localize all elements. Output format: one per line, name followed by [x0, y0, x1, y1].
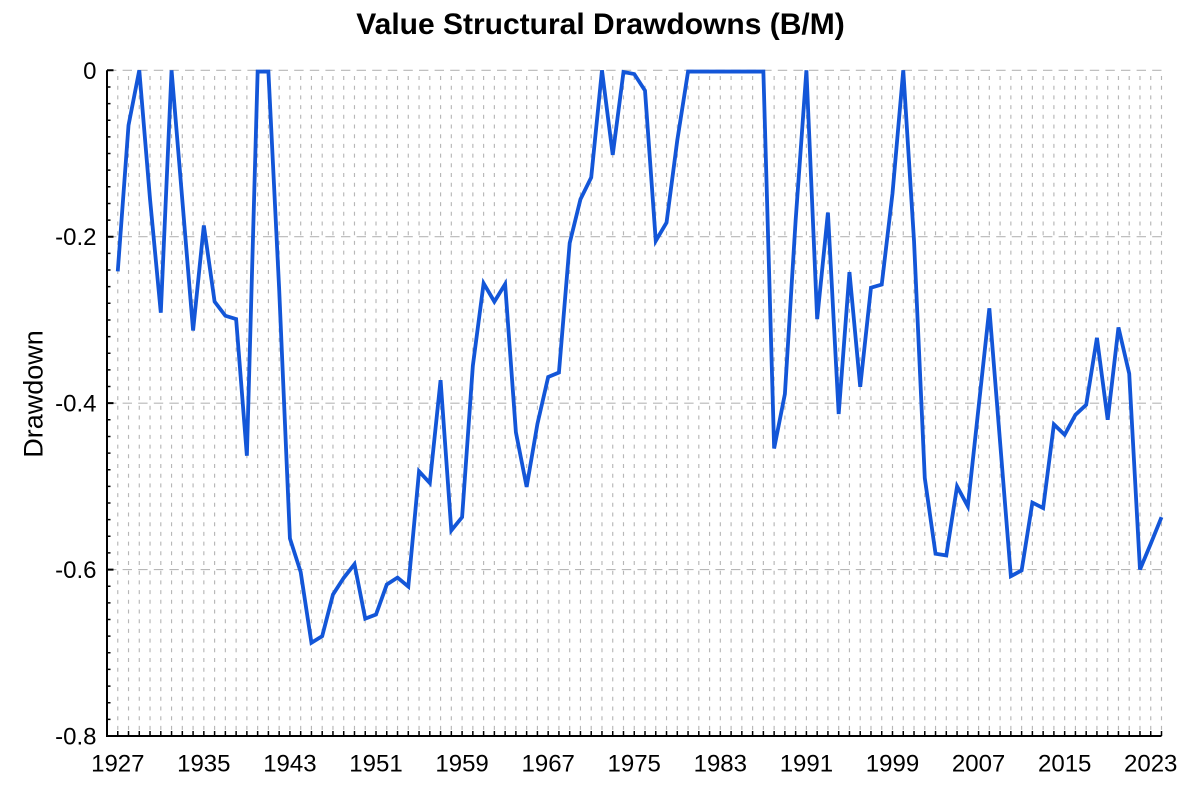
svg-text:Drawdown: Drawdown: [19, 330, 49, 458]
svg-text:1983: 1983: [694, 751, 747, 778]
svg-text:-0.2: -0.2: [55, 224, 96, 251]
svg-text:-0.4: -0.4: [55, 391, 96, 418]
svg-text:1959: 1959: [435, 751, 488, 778]
svg-text:1991: 1991: [780, 751, 833, 778]
svg-text:1975: 1975: [608, 751, 661, 778]
svg-text:Value Structural Drawdowns (B/: Value Structural Drawdowns (B/M): [356, 8, 844, 41]
svg-text:1927: 1927: [91, 751, 144, 778]
svg-text:1951: 1951: [349, 751, 402, 778]
svg-text:1943: 1943: [263, 751, 316, 778]
svg-text:2015: 2015: [1038, 751, 1091, 778]
svg-text:0: 0: [83, 58, 96, 85]
svg-text:-0.6: -0.6: [55, 557, 96, 584]
svg-text:1935: 1935: [177, 751, 230, 778]
svg-text:1967: 1967: [522, 751, 575, 778]
svg-text:-0.8: -0.8: [55, 724, 96, 751]
svg-text:1999: 1999: [866, 751, 919, 778]
svg-text:2007: 2007: [952, 751, 1005, 778]
svg-text:2023: 2023: [1124, 751, 1177, 778]
